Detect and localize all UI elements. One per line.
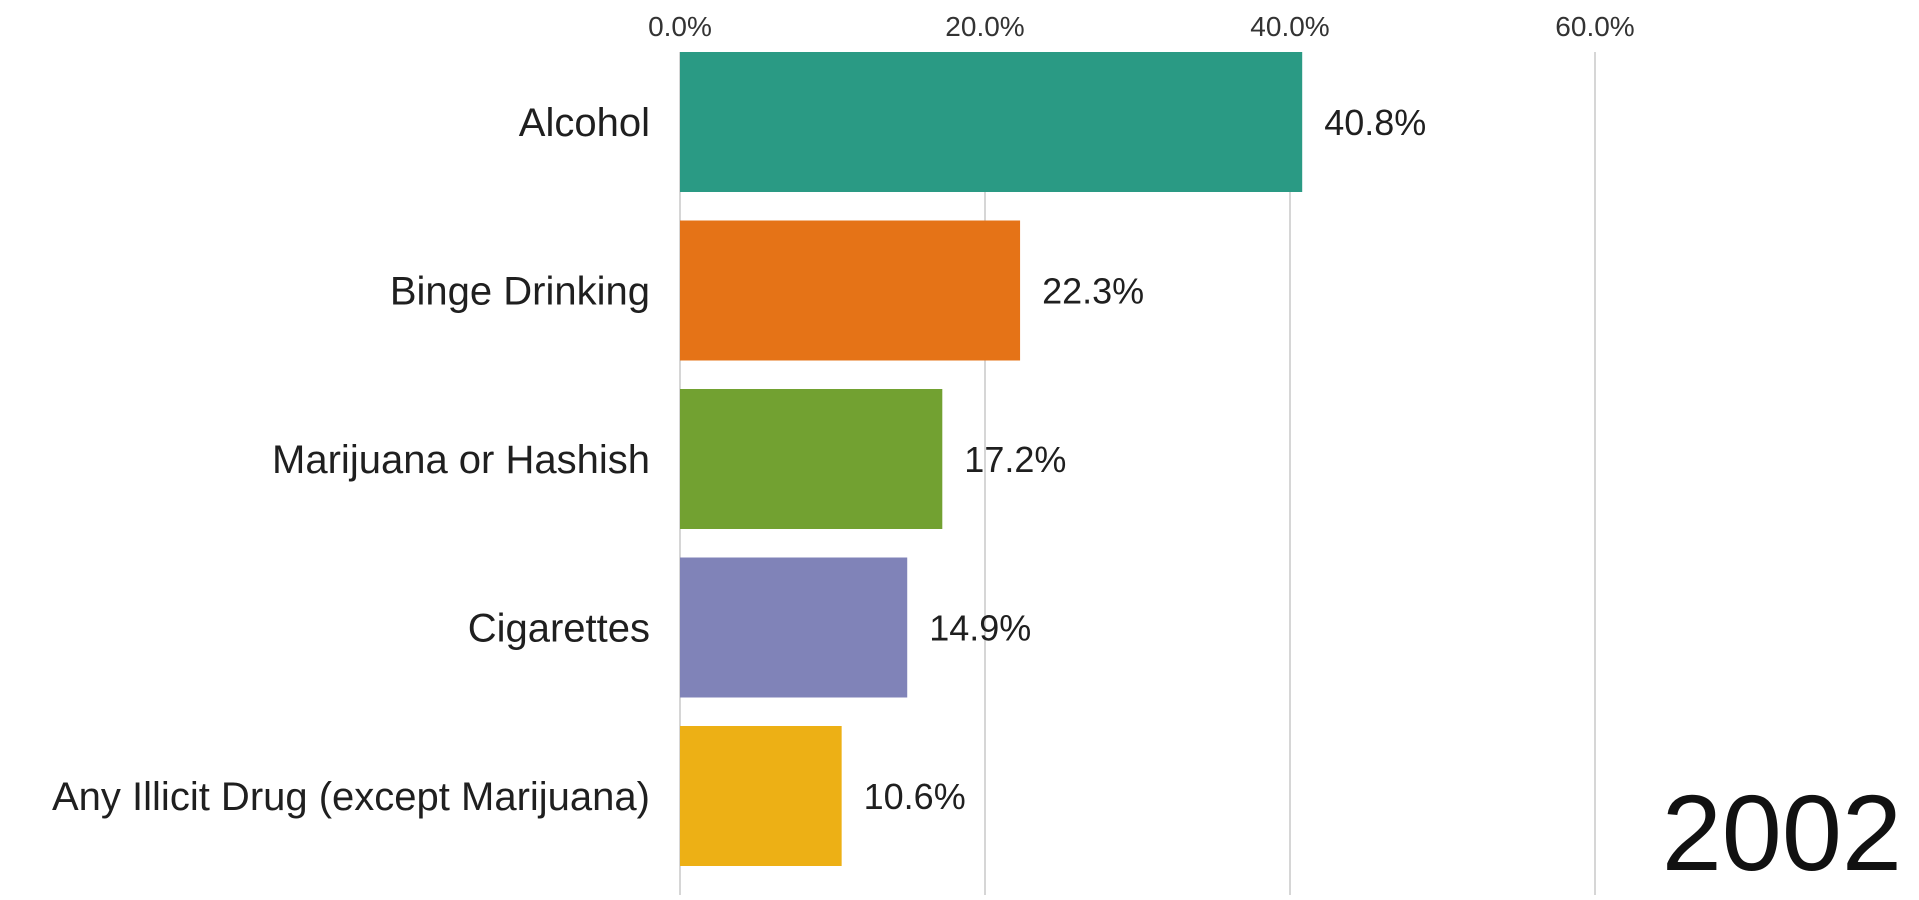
value-labels: 40.8% 22.3% 17.2% 14.9% 10.6% (864, 102, 1427, 817)
bar (680, 557, 908, 698)
x-axis-ticks: 0.0% 20.0% 40.0% 60.0% (648, 11, 1635, 42)
value-label: 17.2% (964, 439, 1066, 480)
x-tick-label: 60.0% (1555, 11, 1634, 42)
bars (680, 52, 1303, 866)
value-label: 22.3% (1042, 271, 1144, 312)
value-label: 10.6% (864, 776, 966, 817)
bar (680, 726, 842, 866)
category-labels: Alcohol Binge Drinking Marijuana or Hashis… (52, 101, 650, 819)
value-label: 40.8% (1324, 102, 1426, 143)
category-label: Binge Drinking (390, 270, 650, 314)
bar (680, 389, 943, 529)
category-label: Alcohol (519, 101, 650, 145)
x-tick-label: 20.0% (945, 11, 1024, 42)
x-tick-label: 40.0% (1250, 11, 1329, 42)
category-label: Any Illicit Drug (except Marijuana) (52, 775, 650, 819)
category-label: Marijuana or Hashish (272, 438, 650, 482)
value-label: 14.9% (929, 608, 1031, 649)
x-tick-label: 0.0% (648, 11, 712, 42)
category-label: Cigarettes (468, 607, 650, 651)
bar (680, 220, 1021, 361)
year-annotation: 2002 (1662, 772, 1902, 893)
bar (680, 52, 1303, 192)
